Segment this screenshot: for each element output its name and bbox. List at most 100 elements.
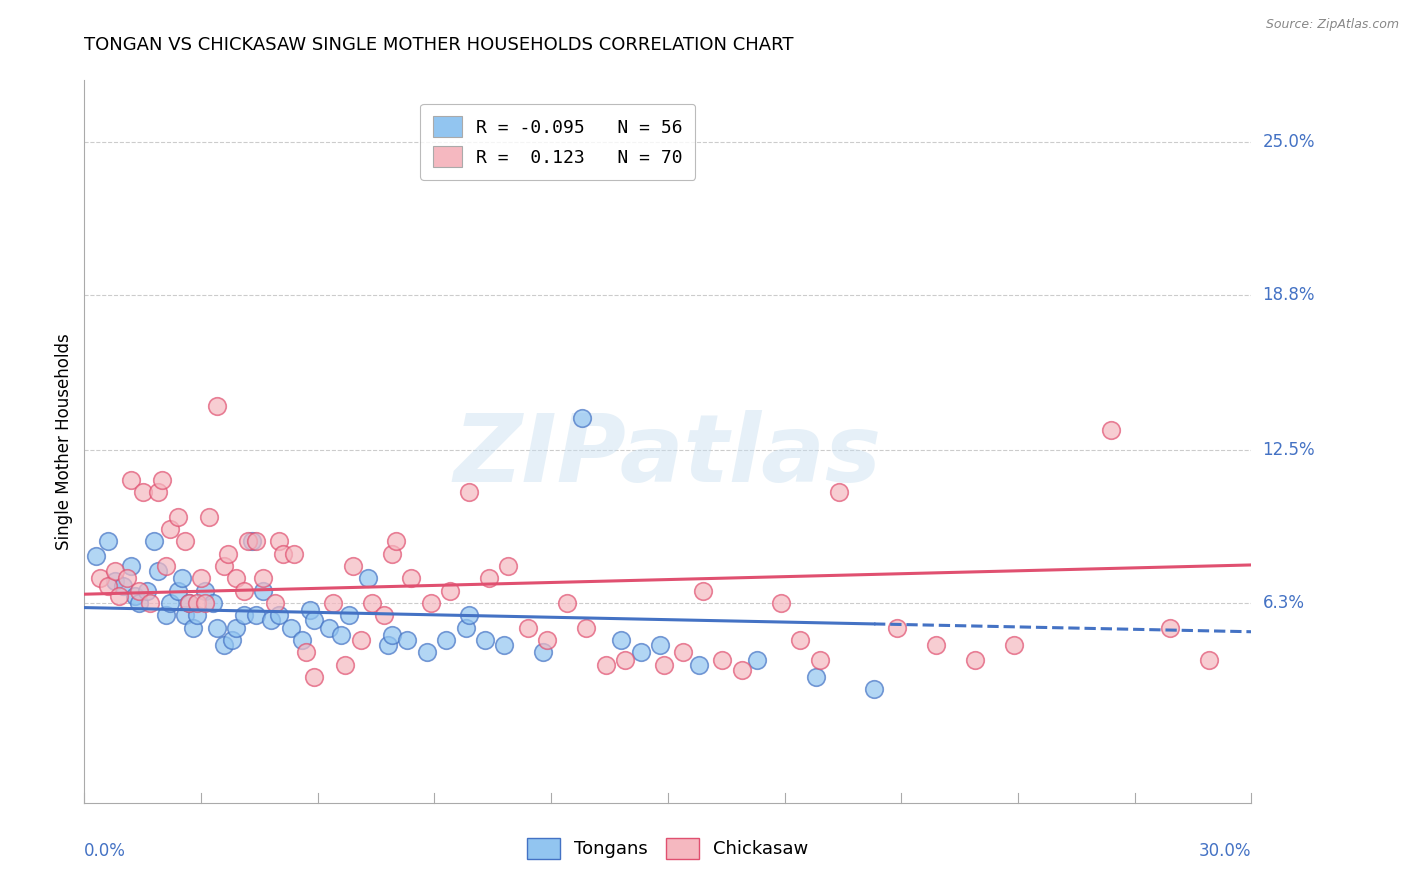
Point [494,638,516,652]
Point [155,559,177,574]
Point [886,621,908,635]
Point [648,638,671,652]
Point [179,596,201,610]
Point [217,547,239,561]
Point [232,583,254,598]
Point [396,633,419,648]
Point [155,608,177,623]
Point [381,628,404,642]
Point [1002,638,1025,652]
Point [112,579,135,593]
Point [478,571,501,585]
Point [194,596,217,610]
Point [108,589,131,603]
Y-axis label: Single Mother Households: Single Mother Households [55,334,73,549]
Point [194,583,217,598]
Point [769,596,792,610]
Point [555,596,578,610]
Point [221,633,243,648]
Point [124,589,146,603]
Text: TONGAN VS CHICKASAW SINGLE MOTHER HOUSEHOLDS CORRELATION CHART: TONGAN VS CHICKASAW SINGLE MOTHER HOUSEH… [84,36,794,54]
Text: 18.8%: 18.8% [1263,285,1315,304]
Point [128,583,150,598]
Point [747,653,769,667]
Point [357,571,380,585]
Point [150,473,173,487]
Point [179,596,201,610]
Point [828,485,851,500]
Point [610,633,633,648]
Point [399,571,422,585]
Point [711,653,734,667]
Text: 30.0%: 30.0% [1199,842,1251,860]
Text: 25.0%: 25.0% [1263,133,1315,151]
Point [120,559,142,574]
Point [349,633,371,648]
Point [181,621,204,635]
Point [516,621,538,635]
Point [84,549,107,564]
Point [419,596,441,610]
Point [166,509,188,524]
Point [166,583,188,598]
Text: 0.0%: 0.0% [84,842,127,860]
Text: Source: ZipAtlas.com: Source: ZipAtlas.com [1265,18,1399,31]
Point [342,559,364,574]
Point [245,534,267,549]
Point [148,485,170,500]
Point [159,596,181,610]
Point [170,571,193,585]
Point [201,596,224,610]
Point [415,645,437,659]
Point [205,399,228,413]
Point [381,547,404,561]
Point [434,633,457,648]
Point [104,564,127,578]
Point [531,645,554,659]
Point [225,621,247,635]
Point [318,621,340,635]
Point [454,621,477,635]
Point [630,645,652,659]
Point [89,571,111,585]
Point [731,663,754,677]
Point [267,608,290,623]
Point [198,509,221,524]
Point [688,657,710,672]
Point [174,534,197,549]
Point [337,608,360,623]
Point [245,608,267,623]
Point [295,645,318,659]
Point [236,534,259,549]
Point [322,596,344,610]
Point [298,603,321,617]
Point [333,657,356,672]
Point [291,633,314,648]
Point [804,670,827,684]
Point [571,411,593,425]
Point [439,583,461,598]
Point [97,534,120,549]
Point [214,638,236,652]
Point [384,534,406,549]
Point [190,571,212,585]
Point [474,633,496,648]
Point [135,583,157,598]
Point [789,633,811,648]
Point [377,638,399,652]
Point [672,645,695,659]
Point [283,547,305,561]
Point [373,608,395,623]
Point [458,485,481,500]
Point [240,534,263,549]
Point [139,596,162,610]
Point [280,621,302,635]
Point [302,613,325,627]
Point [692,583,714,598]
Point [97,579,120,593]
Point [965,653,987,667]
Text: 6.3%: 6.3% [1263,594,1305,612]
Point [1099,424,1122,438]
Point [361,596,384,610]
Text: ZIPatlas: ZIPatlas [454,410,882,502]
